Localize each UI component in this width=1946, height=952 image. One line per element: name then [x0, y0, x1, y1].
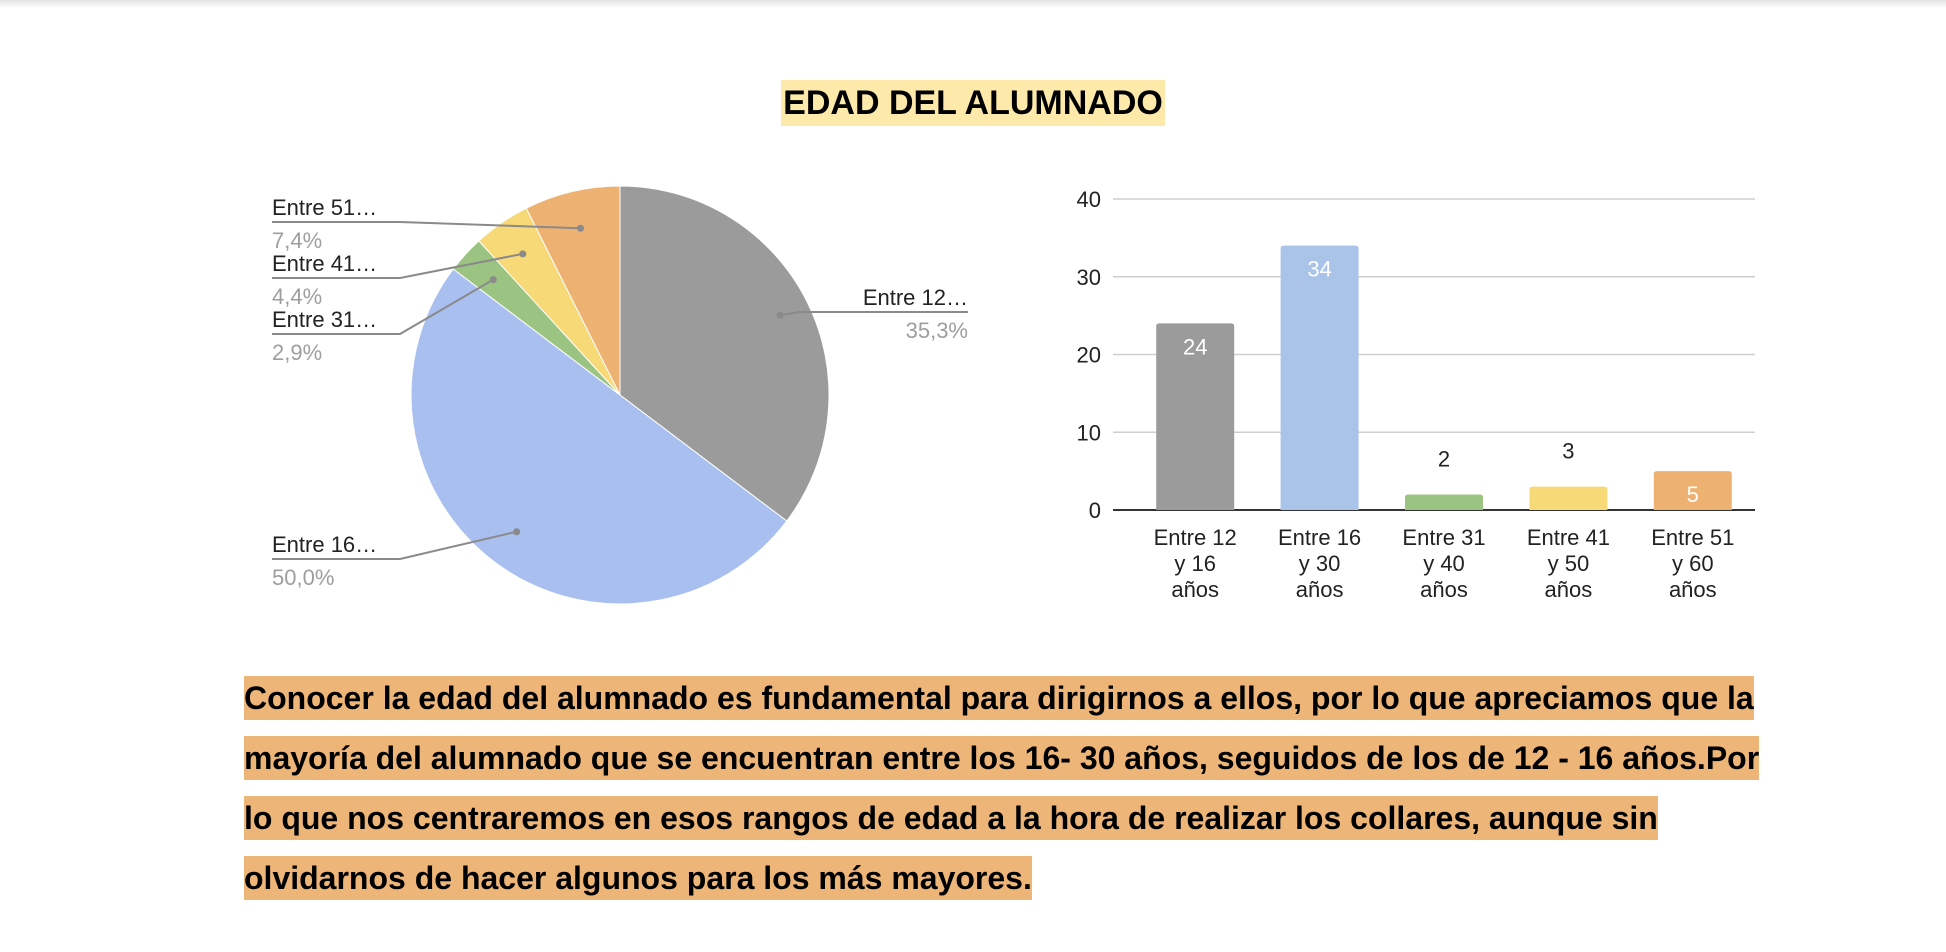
bar [1529, 486, 1608, 510]
pie-slice-label: Entre 12… [863, 285, 968, 310]
pie-slice [619, 185, 830, 522]
bar-data-label: 34 [1307, 257, 1331, 282]
pie-leader-dot [519, 250, 527, 258]
bar-data-label: 2 [1438, 446, 1450, 471]
pie-slice [410, 268, 788, 605]
pie-leader-line [780, 311, 968, 317]
x-category-label: Entre 12 [1154, 525, 1237, 550]
x-category-label: y 16 [1174, 551, 1216, 576]
description-paragraph: Conocer la edad del alumnado es fundamen… [244, 668, 1774, 908]
pie-slice-label: Entre 41… [272, 251, 377, 276]
top-shadow [0, 0, 1946, 8]
pie-slice-percent: 2,9% [272, 340, 322, 365]
pie-slice-label: Entre 16… [272, 532, 377, 557]
x-category-label: años [1420, 577, 1468, 602]
pie-slice-label: Entre 31… [272, 307, 377, 332]
bar-data-label: 3 [1562, 439, 1574, 464]
x-category-label: años [1545, 577, 1593, 602]
pie-slice-label: Entre 51… [272, 195, 377, 220]
x-category-label: Entre 31 [1402, 525, 1485, 550]
y-tick-label: 0 [1089, 498, 1101, 523]
pie-leader-dot [577, 224, 585, 232]
pie-leader-dot [776, 311, 784, 319]
bar-data-label: 24 [1183, 334, 1207, 359]
pie-slice-percent: 35,3% [906, 318, 968, 343]
pie-slice-percent: 50,0% [272, 565, 334, 590]
x-category-label: años [1296, 577, 1344, 602]
y-tick-label: 20 [1077, 343, 1101, 368]
pie-leader-line [272, 221, 581, 230]
pie-slice-percent: 7,4% [272, 228, 322, 253]
pie-leader-line [272, 252, 523, 279]
y-tick-label: 40 [1077, 187, 1101, 212]
pie-slice-percent: 4,4% [272, 284, 322, 309]
pie-chart: Entre 12… 35,3% Entre 16… 50,0% Entre 31… 2,9… [272, 185, 968, 605]
x-category-label: y 40 [1423, 551, 1465, 576]
bar [1156, 323, 1235, 510]
x-category-label: y 30 [1299, 551, 1341, 576]
x-category-label: años [1669, 577, 1717, 602]
bar [1653, 471, 1732, 510]
x-category-label: Entre 41 [1527, 525, 1610, 550]
y-tick-label: 10 [1077, 420, 1101, 445]
bar-data-label: 5 [1687, 482, 1699, 507]
pie-leader-line [272, 530, 517, 560]
bar [1280, 245, 1359, 510]
x-category-label: y 60 [1672, 551, 1714, 576]
page-title: EDAD DEL ALUMNADO [0, 80, 1946, 126]
pie-slice [525, 185, 621, 396]
pie-leader-dot [489, 276, 497, 284]
x-category-label: Entre 51 [1651, 525, 1734, 550]
x-category-label: y 50 [1548, 551, 1590, 576]
pie-leader-dot [513, 528, 521, 536]
y-tick-label: 30 [1077, 265, 1101, 290]
bar [1405, 494, 1483, 510]
x-category-label: Entre 16 [1278, 525, 1361, 550]
pie-leader-line [272, 278, 494, 335]
x-category-label: años [1171, 577, 1219, 602]
